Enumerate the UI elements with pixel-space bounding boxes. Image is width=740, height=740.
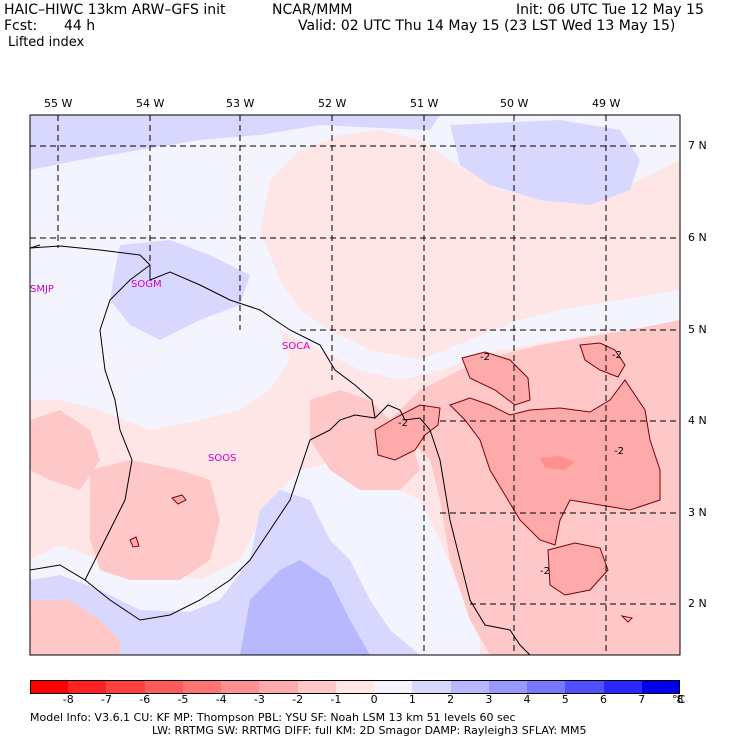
colorbar-segment (488, 680, 528, 694)
field-neg1-neg2-southwest (90, 460, 220, 580)
station-label-smjp: SMJP (30, 284, 54, 295)
contour-label: -2 (480, 352, 490, 363)
colorbar-tick-label: 6 (600, 693, 608, 706)
colorbar-segment (221, 680, 260, 694)
lat-label-3n: 3 N (688, 506, 707, 519)
colorbar-segment (68, 680, 107, 694)
field-neg3-neg4-core (540, 456, 575, 470)
colorbar-segment (527, 680, 566, 694)
field-1-2-north-band (30, 115, 440, 170)
colorbar-tick-label: -4 (215, 693, 227, 706)
colorbar-tick-label: 2 (447, 693, 455, 706)
lon-label-49w: 49 W (592, 97, 621, 110)
contour-label: -2 (398, 418, 408, 429)
field-0-1-west (30, 320, 290, 430)
lat-label-2n: 2 N (688, 597, 707, 610)
field-1-2-northeast (450, 120, 640, 205)
station-label-sogm: SOGM (131, 279, 162, 290)
lon-label-51w: 51 W (410, 97, 439, 110)
lat-label-6n: 6 N (688, 231, 707, 244)
colorbar-border (30, 680, 680, 694)
colorbar-segment (374, 680, 413, 694)
colorbar-unit: °C (672, 693, 686, 706)
field-neg1-neg2-central (310, 390, 420, 490)
colorbar-tick-label: -2 (292, 693, 304, 706)
lat-label-4n: 4 N (688, 414, 707, 427)
colorbar-tick-label: 4 (523, 693, 531, 706)
lon-label-53w: 53 W (226, 97, 255, 110)
map-frame (29, 114, 681, 656)
colorbar-segment (603, 680, 643, 694)
colorbar-segment (297, 680, 337, 694)
colorbar-tick-label: 1 (408, 693, 416, 706)
init-time: Init: 06 UTC Tue 12 May 15 (516, 2, 704, 18)
colorbar-segment (641, 680, 681, 694)
colorbar-tick-label: 5 (561, 693, 569, 706)
colorbar-tick-label: -5 (177, 693, 189, 706)
station-label-soca: SOCA (282, 341, 311, 352)
colorbar-tick-label: -3 (253, 693, 265, 706)
lon-label-52w: 52 W (318, 97, 347, 110)
field-neg2-neg3-northeast (580, 343, 625, 377)
lon-label-50w: 50 W (500, 97, 529, 110)
field-1-2-west (110, 240, 250, 340)
valid-time: Valid: 02 UTC Thu 14 May 15 (23 LST Wed … (298, 18, 676, 34)
field-2-3-south (240, 560, 370, 655)
lat-lon-grid (30, 115, 680, 655)
colorbar-tick-label: -8 (62, 693, 74, 706)
model-title: HAIC–HIWC 13km ARW–GFS init (4, 2, 226, 18)
field-neg2-neg3-north (462, 352, 530, 405)
field-neg1-neg2-sw-corner (30, 600, 120, 655)
organization: NCAR/MMM (272, 2, 353, 18)
colorbar-tick-label: 0 (370, 693, 378, 706)
colorbar-segment (565, 680, 605, 694)
contour-label: -2 (540, 566, 550, 577)
lat-label-5n: 5 N (688, 323, 707, 336)
colorbar-segment (335, 680, 375, 694)
contour-label: -2 (614, 446, 624, 457)
model-info-line1: Model Info: V3.6.1 CU: KF MP: Thompson P… (30, 711, 516, 724)
model-info-line2: LW: RRTMG SW: RRTMG DIFF: full KM: 2D Sm… (152, 724, 587, 737)
colorbar-tick-label: -1 (330, 693, 342, 706)
colorbar-segment (259, 680, 299, 694)
field-neg1-neg2-farwest (30, 410, 100, 490)
field-neg2-neg3-south (548, 543, 608, 595)
field-name: Lifted index (8, 35, 85, 50)
colorbar-segment (106, 680, 146, 694)
forecast-label: Fcst: (4, 18, 38, 34)
lat-label-7n: 7 N (688, 139, 707, 152)
colorbar-tick-label: -6 (139, 693, 151, 706)
colorbar-segment (412, 680, 452, 694)
colorbar-segment (450, 680, 490, 694)
colorbar-segment (144, 680, 184, 694)
colorbar-tick-label: 7 (638, 693, 646, 706)
contour-lines (129, 342, 661, 623)
lon-label-54w: 54 W (136, 97, 165, 110)
station-label-soos: SOOS (208, 453, 237, 464)
colorbar-tick-label: 8 (676, 693, 684, 706)
colorbar-tick-label: -7 (100, 693, 112, 706)
contour-label: -2 (612, 350, 622, 361)
colorbar-tick-label: 3 (485, 693, 493, 706)
lon-label-55w: 55 W (44, 97, 73, 110)
forecast-hours: 44 h (64, 18, 96, 34)
colorbar-segment (30, 680, 69, 694)
colorbar-segment (182, 680, 222, 694)
